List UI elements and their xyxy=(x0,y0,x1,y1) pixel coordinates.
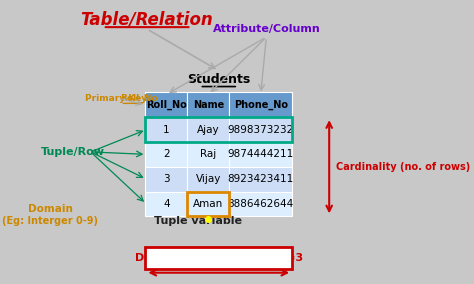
Bar xyxy=(187,191,229,216)
Bar xyxy=(146,191,187,216)
Text: Attribute/Column: Attribute/Column xyxy=(212,24,320,34)
Text: Roll_No: Roll_No xyxy=(146,100,187,110)
Bar xyxy=(187,93,229,117)
Text: Students: Students xyxy=(187,73,250,86)
Bar xyxy=(187,191,229,216)
Text: Primary Key:: Primary Key: xyxy=(85,94,154,103)
Bar xyxy=(146,117,187,142)
Text: (Eg: Interger 0-9): (Eg: Interger 0-9) xyxy=(2,216,99,226)
Text: 2: 2 xyxy=(163,149,170,159)
Bar xyxy=(146,142,187,167)
Bar xyxy=(146,247,292,269)
Text: Raj: Raj xyxy=(200,149,217,159)
Text: 8923423411: 8923423411 xyxy=(228,174,294,184)
Bar xyxy=(229,142,292,167)
Text: 9874444211: 9874444211 xyxy=(228,149,294,159)
Bar xyxy=(146,167,187,191)
Text: Roll_No: Roll_No xyxy=(120,94,158,103)
Text: Vijay: Vijay xyxy=(196,174,221,184)
Text: Name: Name xyxy=(193,100,224,110)
Bar xyxy=(229,117,292,142)
Text: Phone_No: Phone_No xyxy=(234,100,288,110)
Bar xyxy=(187,167,229,191)
Text: 1: 1 xyxy=(163,125,170,135)
Text: Degree (no. of columns)=3: Degree (no. of columns)=3 xyxy=(135,253,303,263)
Bar xyxy=(146,117,292,142)
Bar xyxy=(229,167,292,191)
Text: 8886462644: 8886462644 xyxy=(228,199,294,209)
Text: 9898373232: 9898373232 xyxy=(228,125,294,135)
Text: Tuple variable: Tuple variable xyxy=(154,216,242,226)
Text: Aman: Aman xyxy=(193,199,223,209)
Text: Domain: Domain xyxy=(28,204,73,214)
Bar xyxy=(146,93,187,117)
Text: 4: 4 xyxy=(163,199,170,209)
Text: Table/Relation: Table/Relation xyxy=(81,10,213,28)
Text: Cardinality (no. of rows): Cardinality (no. of rows) xyxy=(336,162,470,172)
Bar xyxy=(229,93,292,117)
Bar xyxy=(229,191,292,216)
Bar xyxy=(187,142,229,167)
Bar xyxy=(187,117,229,142)
Text: Ajay: Ajay xyxy=(197,125,219,135)
Text: Tuple/Row: Tuple/Row xyxy=(41,147,105,157)
Text: 3: 3 xyxy=(163,174,170,184)
